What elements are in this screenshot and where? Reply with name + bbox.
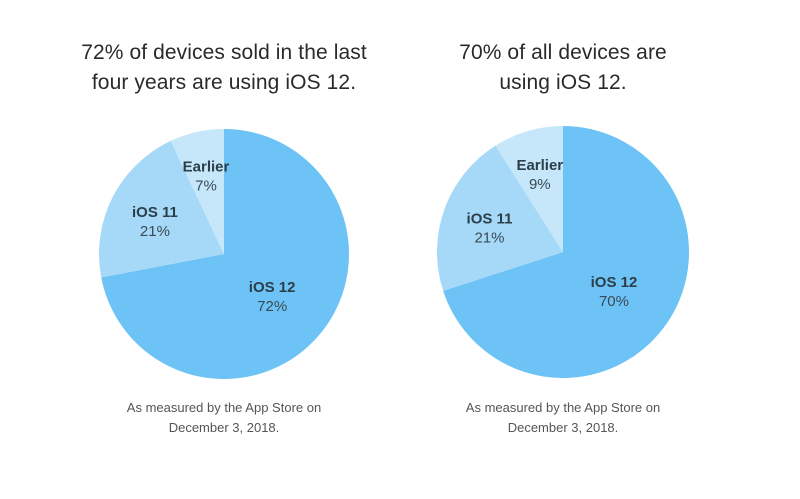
chart-title-line: 72% of devices sold in the last: [81, 41, 367, 64]
pie-chart: iOS 12 70% iOS 11 21% Earlier 9%: [437, 126, 689, 378]
slice-value-label: 72%: [257, 298, 287, 315]
slice-label-ios-11: iOS 11 21%: [467, 211, 513, 247]
pie-chart: iOS 12 72% iOS 11 21% Earlier 7%: [99, 129, 349, 379]
chart-title-line: using iOS 12.: [499, 71, 627, 94]
chart-title-line: four years are using iOS 12.: [91, 71, 357, 94]
pie-slice-ios-11: [99, 140, 224, 278]
chart-panel-all-devices: 70% of all devices are using iOS 12. iOS…: [363, 0, 763, 499]
pie-slice-earlier: [170, 129, 224, 254]
footnote-line: As measured by the App Store on: [126, 400, 322, 415]
chart-title-line: 70% of all devices are: [459, 41, 667, 64]
slice-label-ios-12: iOS 12 72%: [249, 279, 296, 315]
footnote-line: As measured by the App Store on: [465, 400, 661, 415]
slice-value-label: 70%: [599, 293, 629, 310]
slice-name-label: iOS 12: [249, 279, 296, 296]
slice-name-label: iOS 11: [467, 211, 513, 228]
slice-name-label: Earlier: [516, 157, 563, 174]
pie-slice-ios-11: [437, 145, 563, 291]
slice-name-label: Earlier: [183, 158, 230, 175]
footnote-line: December 3, 2018.: [507, 420, 619, 435]
slice-label-ios-11: iOS 11 21%: [132, 204, 178, 240]
chart-footnote: As measured by the App Store on December…: [24, 398, 424, 438]
slice-value-label: 21%: [140, 223, 170, 240]
slice-value-label: 21%: [474, 230, 504, 247]
chart-title: 70% of all devices are using iOS 12.: [363, 38, 763, 98]
slice-value-label: 9%: [529, 176, 551, 193]
slice-label-ios-12: iOS 12 70%: [591, 274, 638, 310]
slice-name-label: iOS 11: [132, 204, 178, 221]
slice-label-earlier: Earlier 7%: [183, 158, 230, 194]
pie-slice-ios-12: [443, 126, 689, 378]
chart-title: 72% of devices sold in the last four yea…: [24, 38, 424, 98]
slice-name-label: iOS 12: [591, 274, 638, 291]
pie-slice-earlier: [495, 126, 563, 252]
chart-footnote: As measured by the App Store on December…: [363, 398, 763, 438]
slice-label-earlier: Earlier 9%: [516, 157, 563, 193]
footnote-line: December 3, 2018.: [168, 420, 280, 435]
slice-value-label: 7%: [195, 177, 217, 194]
pie-slice-ios-12: [101, 129, 349, 379]
chart-panel-devices-sold: 72% of devices sold in the last four yea…: [24, 0, 424, 499]
